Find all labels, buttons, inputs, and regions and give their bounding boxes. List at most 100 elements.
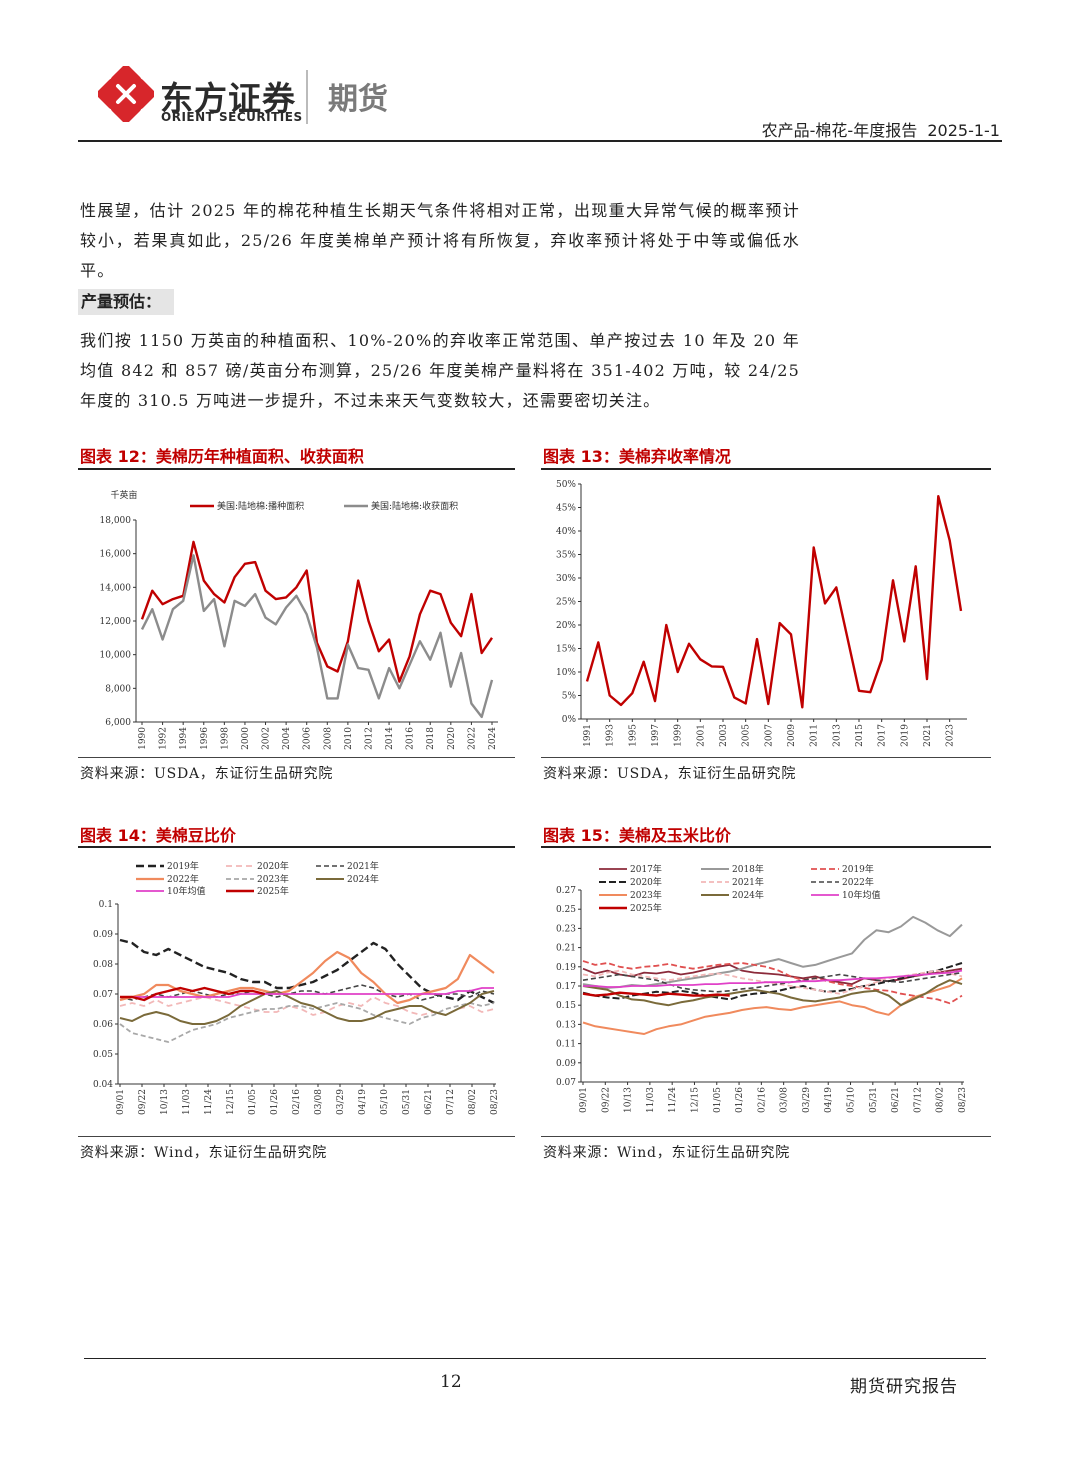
- fig14-y-tick-label: 0.1: [99, 900, 113, 910]
- fig14-x-tick-label: 03/29: [336, 1089, 346, 1115]
- fig12-x-tick-label: 2012: [364, 727, 374, 750]
- fig15-x-tick-label: 09/01: [579, 1087, 589, 1113]
- fig12-x-tick-label: 2014: [385, 727, 395, 750]
- fig15-legend-label: 2018年: [732, 863, 764, 875]
- fig14-legend-label: 2023年: [257, 873, 289, 885]
- fig14-series-line-5: [119, 1002, 495, 1043]
- fig14-x-tick-label: 08/02: [468, 1089, 478, 1115]
- fig12-x-tick-label: 1994: [179, 727, 189, 750]
- figure-15-chart: 0.07 0.09 0.11 0.13 0.15 0.17 0.19 0.21 0.23 0.25…: [556, 863, 968, 1113]
- brand-name-cn: 东方证券: [160, 79, 296, 118]
- fig13-x-tick-label: 2009: [787, 724, 797, 747]
- fig15-y-tick-label: 0.25: [556, 905, 576, 915]
- fig13-y-tick-label: 40%: [556, 527, 576, 537]
- fig13-x-tick-label: 2011: [810, 724, 820, 747]
- fig12-y-tick-label: 18,000: [100, 516, 132, 526]
- fig14-series-line-3: [119, 984, 495, 1001]
- fig13-x-tick-label: 2023: [946, 724, 956, 747]
- fig15-y-tick-label: 0.17: [556, 982, 576, 992]
- figure-14-bottom-rule: [78, 1136, 515, 1137]
- fig14-y-tick-label: 0.07: [93, 990, 113, 1000]
- fig15-y-tick-label: 0.19: [556, 963, 576, 973]
- fig14-x-tick-label: 09/01: [116, 1089, 126, 1115]
- fig15-x-tick-label: 01/05: [713, 1087, 723, 1113]
- fig14-x-tick-label: 03/08: [314, 1089, 324, 1115]
- fig15-y-tick-label: 0.21: [556, 944, 576, 954]
- fig15-series-line-6: [582, 971, 963, 993]
- fig14-legend-label: 2021年: [347, 860, 379, 872]
- figure-13-source: 资料来源：USDA，东证衍生品研究院: [543, 766, 797, 782]
- fig14-x-tick-label: 08/23: [490, 1089, 500, 1115]
- figure-12-top-rule: [78, 468, 515, 470]
- fig15-series-line-9: [583, 969, 963, 988]
- fig12-series-line-1: [140, 540, 493, 683]
- fig15-x-tick-label: 08/23: [958, 1087, 968, 1113]
- fig12-y-tick-label: 10,000: [100, 651, 132, 661]
- fig15-legend-label: 2022年: [842, 876, 874, 888]
- figure-12-source: 资料来源：USDA，东证衍生品研究院: [80, 766, 334, 782]
- footer-rule: [84, 1358, 986, 1359]
- fig12-legend-label: 美国:陆地棉:播种面积: [217, 500, 304, 512]
- fig14-x-tick-label: 09/22: [138, 1089, 148, 1115]
- figure-14-chart: 0.04 0.05 0.06 0.07 0.08 0.09 0.1 09/01 09/22 10/…: [93, 860, 500, 1115]
- fig14-legend-label: 2025年: [257, 885, 289, 897]
- fig12-x-tick-label: 2004: [282, 727, 292, 750]
- fig14-legend-label: 2022年: [167, 873, 199, 885]
- fig14-x-tick-label: 05/31: [402, 1089, 412, 1115]
- fig14-y-tick-label: 0.04: [93, 1080, 113, 1090]
- figure-12-bottom-rule: [78, 757, 515, 758]
- fig14-series-line-2: [119, 996, 495, 1016]
- fig13-x-tick-label: 2019: [900, 724, 910, 747]
- fig12-unit-label: 千英亩: [110, 489, 137, 501]
- fig13-y-tick-label: 35%: [556, 551, 576, 561]
- fig15-y-tick-label: 0.11: [556, 1040, 576, 1050]
- fig13-y-tick-label: 10%: [556, 668, 576, 678]
- fig15-y-tick-label: 0.27: [556, 886, 576, 896]
- fig13-y-tick-label: 5%: [562, 692, 577, 702]
- fig15-x-tick-label: 08/02: [936, 1087, 946, 1113]
- fig15-legend-label: 2025年: [630, 902, 662, 914]
- body-paragraph-1: 性展望，估计 2025 年的棉花种植生长期天气条件将相对正常，出现重大异常气候的…: [80, 201, 800, 280]
- fig15-y-tick-label: 0.09: [556, 1059, 576, 1069]
- fig13-y-tick-label: 15%: [556, 645, 576, 655]
- fig15-legend-label: 2023年: [630, 889, 662, 901]
- fig15-y-tick-label: 0.13: [556, 1020, 576, 1030]
- fig12-x-tick-label: 2000: [241, 727, 251, 750]
- fig15-series-line-10: [582, 991, 730, 997]
- fig12-x-tick-label: 2016: [406, 727, 416, 750]
- figure-14-top-rule: [78, 846, 515, 848]
- figure-15-bottom-rule: [541, 1136, 991, 1137]
- fig14-x-tick-label: 11/03: [182, 1089, 192, 1115]
- fig14-series-line-4: [119, 950, 495, 1005]
- fig12-legend-label: 美国:陆地棉:收获面积: [371, 500, 458, 512]
- fig14-x-tick-label: 06/21: [424, 1089, 434, 1115]
- fig14-y-tick-label: 0.05: [93, 1050, 113, 1060]
- fig15-x-tick-label: 03/08: [780, 1087, 790, 1113]
- fig12-y-tick-label: 16,000: [100, 550, 132, 560]
- fig12-y-tick-label: 6,000: [105, 718, 131, 728]
- footer-label: 期货研究报告: [850, 1377, 958, 1397]
- fig15-legend-label: 2024年: [732, 889, 764, 901]
- fig12-x-tick-label: 1996: [200, 727, 210, 750]
- fig15-legend-label: 2021年: [732, 876, 764, 888]
- fig13-x-tick-label: 2021: [923, 724, 933, 747]
- fig15-y-tick-label: 0.23: [556, 924, 576, 934]
- fig12-x-tick-label: 2024: [488, 727, 498, 750]
- fig12-y-tick-label: 14,000: [100, 583, 132, 593]
- fig15-legend-label: 2019年: [842, 863, 874, 875]
- fig15-y-tick-label: 0.15: [556, 1001, 576, 1011]
- fig13-x-tick-label: 2003: [719, 724, 729, 747]
- fig13-y-tick-label: 20%: [556, 621, 576, 631]
- fig14-x-tick-label: 10/13: [160, 1089, 170, 1115]
- fig15-y-tick-label: 0.07: [556, 1078, 576, 1088]
- figure-12-chart: 6,000 8,000 10,000 12,000 14,000 16,000 18,000…: [100, 489, 498, 750]
- fig14-series-line-6: [119, 990, 495, 1025]
- fig14-x-tick-label: 07/12: [446, 1089, 456, 1115]
- fig15-series-line-7: [582, 977, 963, 1035]
- fig12-x-tick-label: 2010: [344, 727, 354, 750]
- brand-name-en: ORIENT SECURITIES: [161, 110, 303, 124]
- brand-separator: [306, 70, 308, 124]
- fig15-x-tick-label: 05/31: [869, 1087, 879, 1113]
- fig15-x-tick-label: 11/24: [668, 1087, 678, 1113]
- fig13-x-tick-label: 2005: [742, 724, 752, 747]
